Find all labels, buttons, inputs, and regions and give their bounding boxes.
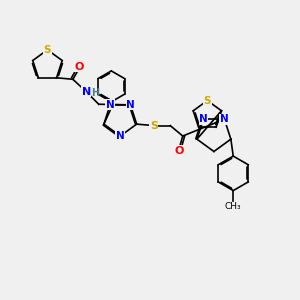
Text: O: O xyxy=(75,61,84,71)
Text: N: N xyxy=(106,100,115,110)
Text: N: N xyxy=(82,87,91,97)
Text: H: H xyxy=(92,88,100,98)
Text: N: N xyxy=(220,114,229,124)
Text: O: O xyxy=(175,146,184,156)
Text: N: N xyxy=(126,100,135,110)
Text: S: S xyxy=(204,95,211,106)
Text: N: N xyxy=(116,131,125,141)
Text: S: S xyxy=(150,121,158,130)
Text: CH₃: CH₃ xyxy=(225,202,242,211)
Text: N: N xyxy=(199,114,208,124)
Text: S: S xyxy=(44,45,51,55)
